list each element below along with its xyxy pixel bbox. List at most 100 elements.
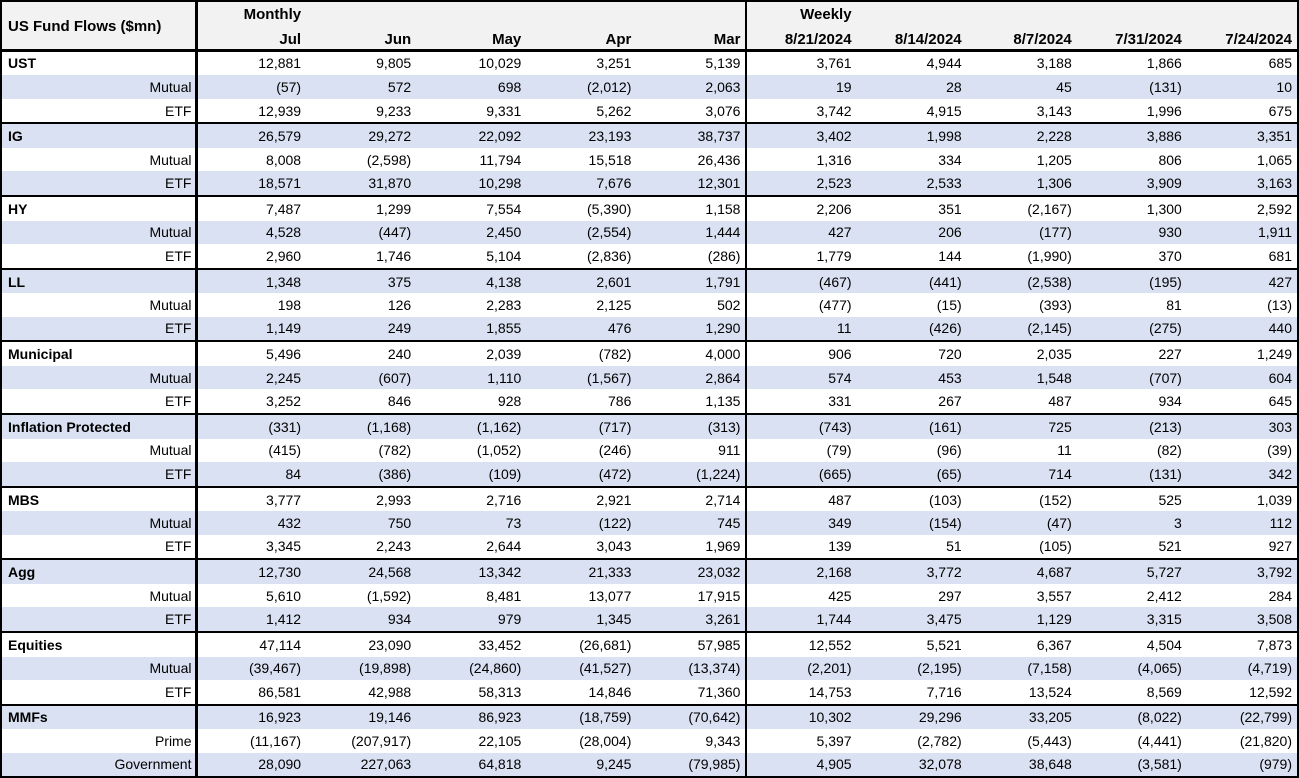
monthly-value-cell: 1,855 (416, 316, 527, 342)
weekly-value-cell: (21,820) (1239, 732, 1292, 749)
weekly-value-cell: (477) (745, 293, 857, 317)
monthly-value-cell: 5,496 (196, 340, 307, 367)
monthly-value-cell: 86,581 (258, 683, 302, 700)
monthly-value-cell: 3,076 (705, 102, 741, 119)
weekly-value-cell: (154) (856, 511, 967, 535)
monthly-value-cell: (246) (598, 442, 632, 459)
column-header-row: Jul Jun May Apr Mar 8/21/2024 8/14/2024 … (2, 26, 1297, 52)
weekly-value-cell: 4,687 (966, 558, 1077, 585)
table-row: Mutual 4,528 (447) 2,450 (2,554) 1,444 427 206… (2, 220, 1297, 244)
weekly-value-cell: (4,719) (1186, 656, 1297, 680)
table-row: Mutual 2,245 (607) 1,110 (1,567) 2,864 574 453… (2, 366, 1297, 390)
row-label: ETF (2, 171, 198, 197)
weekly-value-cell: 4,944 (926, 55, 962, 72)
weekly-value-cell: 3,188 (1036, 55, 1072, 72)
monthly-value-cell: (39,467) (196, 656, 307, 680)
weekly-value-cell: (707) (1076, 366, 1187, 390)
weekly-value-cell: (213) (1076, 413, 1187, 439)
monthly-value-cell: 5,262 (596, 102, 632, 119)
weekly-value-cell: 806 (1158, 151, 1182, 168)
row-label: Mutual (2, 220, 198, 244)
weekly-value-cell: (47) (966, 511, 1077, 535)
row-label: Mutual (2, 366, 198, 390)
weekly-value-cell: 427 (745, 220, 857, 244)
row-label: HY (2, 195, 198, 221)
monthly-value-cell: 2,993 (306, 485, 417, 512)
row-label: ETF (2, 534, 198, 560)
weekly-value-cell: 2,228 (966, 122, 1077, 149)
monthly-value-cell: 5,610 (266, 587, 302, 604)
monthly-value-cell: 198 (277, 297, 302, 314)
weekly-value-cell: 11 (1057, 442, 1072, 459)
row-label: Mutual (2, 584, 198, 608)
weekly-value-cell: (7,158) (966, 656, 1077, 680)
monthly-value-cell: 31,870 (306, 171, 417, 197)
weekly-value-cell: 3,351 (1186, 122, 1297, 149)
weekly-value-cell: 1,039 (1186, 485, 1297, 512)
monthly-value-cell: (19,898) (306, 656, 417, 680)
weekly-value-cell: 10,302 (745, 703, 857, 730)
row-label: ETF (2, 461, 198, 487)
table-row: ETF 1,412 934 979 1,345 3,261 1,744 3,475 1,129… (2, 607, 1297, 632)
weekly-value-cell: (4,441) (1137, 732, 1182, 749)
weekly-value-cell: 8,569 (1146, 683, 1182, 700)
row-label: ETF (2, 98, 198, 124)
table-row: HY 7,487 1,299 7,554 (5,390) 1,158 2,206 351 (2… (2, 195, 1297, 221)
weekly-value-cell: (2,145) (966, 316, 1077, 342)
monthly-value-cell: 13,077 (588, 587, 632, 604)
table-row: ETF 2,960 1,746 5,104 (2,836) (286) 1,779 144 (… (2, 243, 1297, 269)
weekly-value-cell: 440 (1186, 316, 1297, 342)
monthly-value-cell: (24,860) (416, 656, 527, 680)
row-label: Mutual (2, 75, 198, 99)
col-header-week-1: 8/21/2024 (745, 26, 857, 52)
weekly-value-cell: 927 (1268, 538, 1292, 555)
weekly-value-cell: 487 (1048, 393, 1072, 410)
row-label: Inflation Protected (2, 413, 198, 439)
weekly-value-cell: 3,886 (1076, 122, 1187, 149)
monthly-value-cell: 1,290 (636, 316, 747, 342)
monthly-value-cell: 19,146 (306, 703, 417, 730)
monthly-value-cell: 23,193 (526, 122, 637, 149)
row-label: Municipal (2, 340, 198, 367)
monthly-value-cell: 4,528 (196, 220, 307, 244)
weekly-value-cell: 51 (946, 538, 962, 555)
weekly-value-cell: 574 (745, 366, 857, 390)
monthly-value-cell: (286) (707, 247, 741, 264)
weekly-value-cell: 297 (938, 587, 962, 604)
monthly-value-cell: 1,969 (705, 538, 741, 555)
row-label: Equities (2, 630, 198, 657)
monthly-value-cell: 745 (636, 511, 747, 535)
weekly-value-cell: 3,508 (1186, 607, 1297, 632)
monthly-value-cell: (1,168) (306, 413, 417, 439)
monthly-value-cell: (70,642) (636, 703, 747, 730)
weekly-value-cell: 284 (1268, 587, 1292, 604)
monthly-value-cell: 71,360 (697, 683, 741, 700)
monthly-value-cell: 11,794 (479, 151, 522, 168)
monthly-value-cell: 846 (387, 393, 412, 410)
col-header-jun: Jun (306, 26, 417, 52)
table-row: MBS 3,777 2,993 2,716 2,921 2,714 487 (103) (15… (2, 485, 1297, 512)
weekly-value-cell: 2,168 (745, 558, 857, 585)
table-row: Mutual (57) 572 698 (2,012) 2,063 19 28 45 (131)… (2, 75, 1297, 99)
monthly-value-cell: 9,233 (376, 102, 412, 119)
monthly-value-cell: 2,960 (266, 247, 302, 264)
weekly-value-cell: (2,195) (856, 656, 967, 680)
row-label: Agg (2, 558, 198, 585)
weekly-value-cell: (39) (1267, 442, 1292, 459)
weekly-value-cell: 7,873 (1186, 630, 1297, 657)
col-header-mar: Mar (636, 26, 747, 52)
weekly-value-cell: 5,727 (1076, 558, 1187, 585)
weekly-value-cell: 4,915 (926, 102, 962, 119)
table-row: ETF 3,345 2,243 2,644 3,043 1,969 139 51 (105) 5… (2, 534, 1297, 560)
table-title: US Fund Flows ($mn) (2, 2, 198, 52)
row-label: Mutual (2, 656, 198, 680)
monthly-value-cell: 2,039 (416, 340, 527, 367)
monthly-value-cell: 786 (608, 393, 632, 410)
weekly-value-cell: 2,035 (966, 340, 1077, 367)
weekly-value-cell: 1,866 (1146, 55, 1182, 72)
weekly-value-cell: 1,249 (1186, 340, 1297, 367)
monthly-value-cell: 1,444 (636, 220, 747, 244)
weekly-value-cell: 32,078 (856, 752, 967, 776)
monthly-value-cell: (1,224) (636, 461, 747, 487)
